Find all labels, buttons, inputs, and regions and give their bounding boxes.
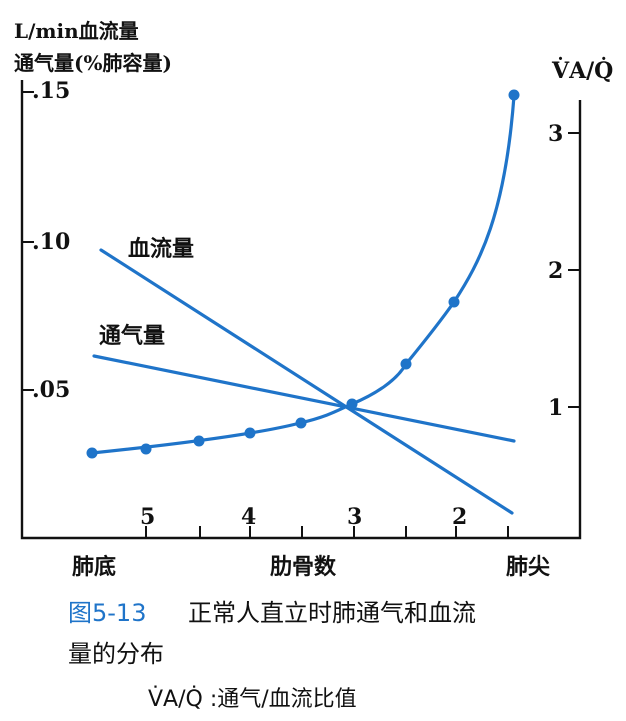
left-axis-title-2: 通气量(%肺容量) — [14, 51, 172, 75]
ratio-point — [448, 296, 460, 308]
left-tick-label: .15 — [32, 78, 70, 104]
ventilation-line — [92, 354, 516, 443]
rib-tick-label: 3 — [347, 504, 362, 530]
ratio-point — [346, 398, 358, 410]
caption-note: V̇A/Q̇ :通气/血流比值 — [148, 686, 357, 712]
ratio-points — [86, 89, 520, 459]
blood-flow-annotation: 血流量 — [128, 236, 194, 262]
bottom-ticks — [145, 526, 509, 538]
figure-number: 图5-13 — [68, 599, 146, 627]
ratio-point — [86, 447, 98, 459]
ventilation-annotation: 通气量 — [99, 323, 165, 349]
left-axis-title-1: L/min血流量 — [14, 19, 139, 43]
left-tick-label: .05 — [32, 377, 70, 403]
right-tick-label: 1 — [548, 395, 563, 421]
va-q-ratio-curve — [90, 94, 516, 455]
ratio-point — [140, 443, 152, 455]
caption-title-2: 量的分布 — [68, 640, 164, 668]
rib-tick-label: 4 — [241, 504, 256, 530]
ratio-point — [295, 417, 307, 429]
x-label-lung-apex: 肺尖 — [506, 555, 550, 580]
ratio-point — [508, 89, 520, 101]
caption-title-1: 正常人直立时肺通气和血流 — [188, 599, 476, 627]
ratio-point — [244, 427, 256, 439]
blood-flow-line — [99, 248, 514, 515]
plot-frame — [20, 80, 582, 540]
right-tick-label: 2 — [548, 258, 563, 284]
right-tick-label: 3 — [548, 121, 563, 147]
x-label-rib-number: 肋骨数 — [270, 554, 337, 580]
ratio-point — [400, 358, 412, 370]
rib-tick-label: 5 — [140, 504, 155, 530]
left-tick-label: .10 — [32, 229, 70, 255]
ratio-point — [193, 435, 205, 447]
x-label-lung-base: 肺底 — [72, 554, 116, 580]
right-axis-title: V̇A/Q̇ — [551, 58, 613, 84]
rib-tick-label: 2 — [452, 504, 467, 530]
